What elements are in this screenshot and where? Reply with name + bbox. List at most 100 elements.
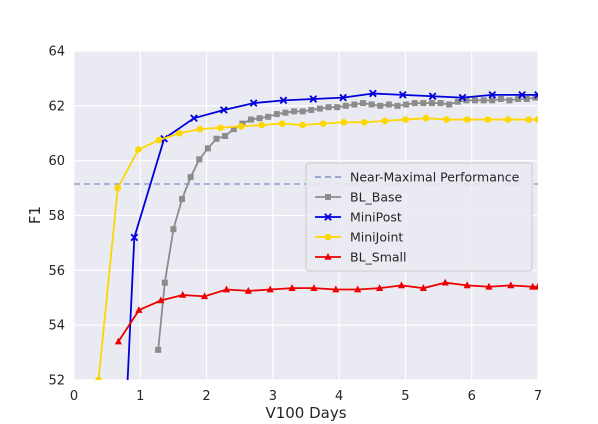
data-point-bl-base	[463, 97, 470, 104]
data-point-bl-base	[213, 135, 220, 142]
data-point-bl-base	[428, 100, 435, 107]
data-point-bl-base	[342, 102, 349, 109]
data-point-bl-base	[222, 132, 229, 139]
x-tick-label: 7	[534, 389, 542, 404]
data-point-minipost	[398, 91, 407, 99]
x-tick-label: 4	[335, 389, 343, 404]
data-point-bl-base	[256, 115, 263, 122]
data-point-bl-base	[497, 95, 504, 102]
data-point-bl-small	[375, 284, 384, 291]
data-point-minipost	[130, 233, 139, 242]
x-tick-label: 2	[202, 389, 210, 404]
data-point-bl-base	[368, 101, 375, 108]
legend-marker	[325, 194, 331, 200]
data-point-bl-small	[135, 306, 143, 313]
data-point-bl-base	[282, 109, 289, 116]
y-tick-label: 62	[48, 99, 65, 114]
data-point-bl-base	[403, 101, 410, 108]
data-point-minipost	[458, 93, 467, 102]
data-point-bl-base	[385, 101, 392, 108]
data-point-minijoint	[176, 129, 183, 137]
data-point-bl-base	[187, 174, 194, 181]
data-point-bl-base	[377, 102, 384, 109]
data-point-bl-small	[244, 286, 252, 294]
data-point-minijoint	[340, 118, 348, 126]
legend-item-near-maximal-performance: Near-Maximal Performance	[315, 170, 520, 185]
data-point-bl-base	[155, 346, 162, 353]
data-point-minipost	[339, 93, 347, 102]
data-point-bl-base	[196, 156, 203, 163]
data-point-bl-base	[204, 145, 211, 152]
data-point-bl-base	[472, 97, 479, 104]
legend-label: BL_Small	[350, 250, 407, 265]
data-point-bl-base	[454, 98, 461, 105]
data-point-bl-small	[507, 281, 515, 289]
data-point-bl-base	[247, 116, 254, 123]
data-point-minijoint	[443, 116, 450, 123]
data-point-bl-small	[200, 292, 209, 300]
data-point-bl-base	[334, 104, 341, 111]
data-point-minijoint	[278, 120, 286, 127]
legend-label: Near-Maximal Performance	[350, 170, 520, 185]
data-point-minijoint	[422, 114, 430, 122]
data-point-bl-small	[310, 284, 318, 291]
legend-label: MiniJoint	[350, 230, 403, 245]
y-tick-label: 52	[48, 374, 65, 389]
data-point-minijoint	[196, 125, 204, 133]
data-point-minijoint	[95, 376, 102, 380]
data-point-bl-base	[446, 101, 453, 108]
data-point-minipost	[309, 95, 318, 103]
data-point-minijoint	[319, 120, 327, 127]
data-point-minijoint	[134, 146, 142, 153]
data-point-bl-base	[480, 97, 487, 104]
legend-marker	[324, 213, 332, 221]
series-bl-small	[114, 278, 538, 345]
data-point-bl-small	[419, 284, 427, 291]
data-point-minijoint	[258, 121, 265, 129]
x-tick-label: 1	[136, 389, 144, 404]
data-point-bl-small	[441, 278, 449, 286]
data-point-bl-small	[354, 285, 362, 293]
data-point-bl-base	[437, 100, 444, 107]
data-point-bl-small	[485, 282, 493, 290]
x-tick-label: 6	[468, 389, 476, 404]
data-point-bl-base	[351, 101, 358, 108]
legend: Near-Maximal Performance BL_Base MiniPost M…	[305, 162, 533, 272]
data-point-minijoint	[402, 116, 409, 123]
data-point-bl-small	[534, 282, 538, 290]
data-point-minijoint	[504, 116, 512, 123]
data-point-bl-base	[308, 106, 315, 113]
data-point-bl-small	[463, 281, 471, 289]
data-point-minijoint	[361, 118, 368, 126]
legend-box	[305, 162, 533, 272]
data-point-bl-small	[179, 291, 187, 298]
data-point-bl-base	[325, 104, 332, 111]
data-point-bl-base	[265, 113, 272, 120]
y-axis-ticks: 52 54 56 58 60 62 64	[48, 45, 65, 389]
legend-label: BL_Base	[350, 190, 403, 205]
data-point-bl-base	[506, 97, 513, 104]
data-point-minijoint	[463, 116, 471, 123]
data-point-minipost	[488, 91, 497, 99]
data-point-minijoint	[381, 117, 389, 125]
legend-item-minipost: MiniPost	[315, 210, 402, 225]
series-line-minipost	[126, 92, 538, 380]
data-point-minipost	[428, 92, 437, 101]
x-tick-label: 3	[269, 389, 277, 404]
data-point-bl-small	[288, 284, 296, 291]
data-point-minipost	[369, 89, 377, 98]
y-tick-label: 56	[48, 264, 65, 279]
data-point-bl-base	[179, 196, 186, 203]
y-tick-label: 54	[48, 319, 65, 334]
data-point-bl-base	[411, 100, 418, 107]
data-point-minijoint	[484, 116, 491, 123]
x-tick-label: 0	[70, 389, 78, 404]
data-point-bl-base	[291, 108, 298, 115]
data-point-minijoint	[237, 123, 245, 130]
data-point-bl-small	[529, 282, 537, 290]
legend-item-bl-small: BL_Small	[315, 250, 407, 265]
data-point-minipost	[219, 106, 228, 114]
data-point-bl-base	[420, 100, 427, 107]
data-point-minipost	[249, 99, 258, 107]
